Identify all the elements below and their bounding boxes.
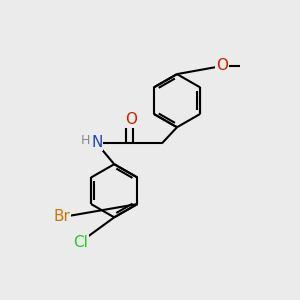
Text: O: O [125,112,137,128]
Text: O: O [216,58,228,73]
Text: Br: Br [53,209,70,224]
Text: H: H [81,134,90,147]
Text: N: N [91,135,103,150]
Text: Cl: Cl [73,235,88,250]
